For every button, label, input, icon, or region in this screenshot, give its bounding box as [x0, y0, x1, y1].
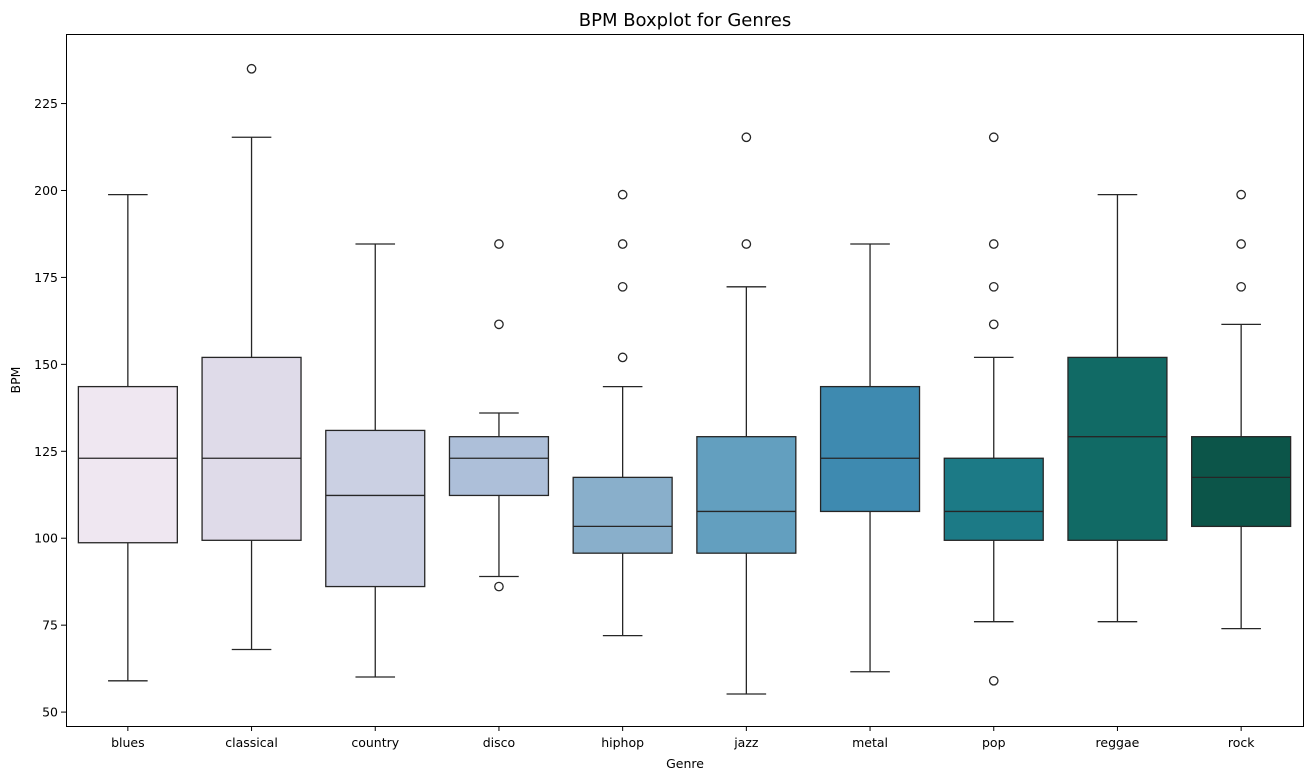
box-metal [819, 243, 921, 673]
y-tick-label: 125 [34, 444, 58, 459]
y-tick-label: 175 [34, 270, 58, 285]
box-hiphop [572, 189, 673, 637]
x-tick-label-blues: blues [111, 735, 145, 750]
box-iqr [572, 476, 673, 554]
outlier-point [988, 675, 999, 686]
box-iqr [696, 436, 797, 554]
chart-title: BPM Boxplot for Genres [579, 10, 792, 31]
outlier-point [617, 239, 628, 249]
box-reggae [1067, 194, 1168, 623]
box-iqr [325, 429, 426, 588]
y-axis-label: BPM [8, 367, 23, 394]
outlier-point [617, 189, 628, 200]
outlier-point [988, 281, 999, 292]
x-tick-label-metal: metal [852, 735, 888, 750]
y-axis: 50 75 100 125 150 175 200 225 [34, 96, 66, 720]
outlier-point [617, 281, 628, 292]
outlier-point [494, 319, 504, 330]
outlier-point [1236, 189, 1247, 200]
box-rock [1191, 189, 1292, 630]
outlier-point [741, 132, 752, 143]
x-tick-label-rock: rock [1228, 735, 1255, 750]
y-tick-label: 200 [34, 183, 58, 198]
box-blues [77, 194, 178, 682]
y-tick-label: 75 [42, 618, 58, 633]
box-country [325, 243, 426, 678]
x-tick-label-classical: classical [225, 735, 278, 750]
box-iqr [448, 436, 550, 497]
x-axis: blues classical country disco hiphop jazz meta… [111, 726, 1255, 750]
box-pop [943, 132, 1044, 686]
outlier-point [741, 239, 752, 249]
outlier-point [988, 319, 999, 330]
box-iqr [77, 385, 178, 544]
box-iqr [201, 356, 302, 541]
y-tick-label: 50 [42, 705, 58, 720]
x-axis-label: Genre [666, 756, 704, 771]
y-tick-label: 225 [34, 96, 58, 111]
outlier-point [1236, 239, 1247, 249]
outlier-point [988, 132, 999, 143]
plot-area [77, 63, 1292, 695]
outlier-point [246, 63, 257, 74]
box-classical [201, 63, 302, 651]
outlier-point [988, 239, 999, 249]
outlier-point [617, 352, 628, 363]
box-iqr [1191, 436, 1292, 528]
y-tick-label: 150 [34, 357, 58, 372]
outlier-point [494, 581, 504, 592]
box-iqr [943, 457, 1044, 541]
box-iqr [1067, 356, 1168, 541]
box-disco [448, 239, 550, 592]
plot-frame [66, 34, 1304, 727]
x-tick-label-disco: disco [483, 735, 515, 750]
x-tick-label-pop: pop [982, 735, 1006, 750]
x-tick-label-reggae: reggae [1096, 735, 1140, 750]
box-jazz [696, 132, 797, 695]
box-iqr [819, 385, 921, 513]
outlier-point [494, 239, 504, 249]
outlier-point [1236, 281, 1247, 292]
x-tick-label-jazz: jazz [733, 735, 759, 750]
x-tick-label-hiphop: hiphop [601, 735, 644, 750]
y-tick-label: 100 [34, 531, 58, 546]
x-tick-label-country: country [351, 735, 399, 750]
